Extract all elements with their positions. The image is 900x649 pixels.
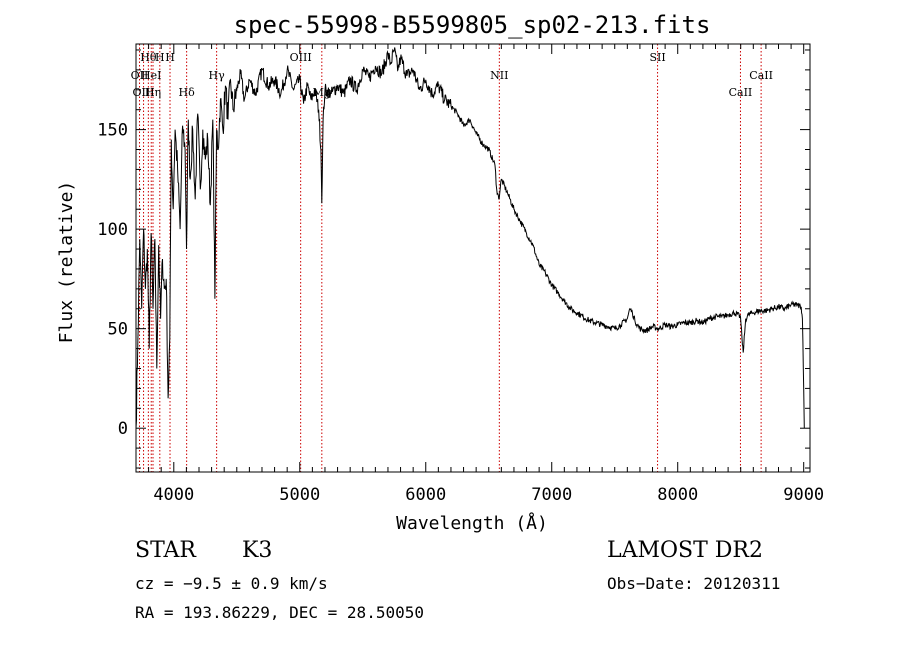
line-labels: Hθ OII OIII H HeI Hη H Hδ Hγ OIII Mg NII SII CaII CaII [131, 51, 773, 99]
line-label-5: Hη [145, 86, 161, 99]
y-tick-label: 0 [118, 419, 128, 439]
x-tick-label: 6000 [405, 485, 446, 505]
object-subclass: K3 [242, 538, 273, 563]
survey-name: LAMOST DR2 [607, 538, 763, 563]
x-axis-label: Wavelength (Å) [396, 512, 548, 534]
chart-title: spec-55998-B5599805_sp02-213.fits [234, 11, 711, 39]
x-tick-label: 9000 [783, 485, 824, 505]
flux-series-line [135, 47, 805, 429]
line-label-8: Hγ [209, 69, 226, 82]
line-label-14: CaII [749, 69, 773, 82]
spectrum-plot: 4000 5000 6000 7000 8000 9000 0 50 100 150 Hθ OII O… [56, 11, 824, 534]
y-tick-label: 100 [97, 220, 128, 240]
axis-ticks: 4000 5000 6000 7000 8000 9000 0 50 100 150 [97, 44, 824, 505]
line-label-11: NII [490, 69, 508, 82]
line-label-1: OII [131, 69, 149, 82]
x-tick-label: 7000 [531, 485, 572, 505]
line-label-12: SII [649, 51, 665, 64]
y-tick-label: 150 [97, 121, 128, 141]
observation-date: Obs−Date: 20120311 [607, 574, 781, 593]
plot-frame [135, 43, 811, 473]
line-label-3: H [155, 51, 165, 64]
line-label-10: Mg [313, 86, 331, 99]
y-tick-label: 50 [108, 320, 128, 340]
coordinates: RA = 193.86229, DEC = 28.50050 [135, 603, 424, 622]
line-label-13: CaII [729, 86, 753, 99]
line-label-6: H [165, 51, 175, 64]
redshift-value: cz = −9.5 ± 0.9 km/s [135, 574, 328, 593]
x-tick-label: 4000 [153, 485, 194, 505]
line-label-7: Hδ [179, 86, 196, 99]
line-label-4: HeI [141, 69, 161, 82]
y-axis-label: Flux (relative) [56, 181, 77, 344]
line-label-9: OIII [290, 51, 312, 64]
x-tick-label: 8000 [657, 485, 698, 505]
line-label-0: Hθ [140, 51, 157, 64]
object-class: STAR [135, 538, 196, 563]
line-label-2: OIII [133, 86, 155, 99]
x-tick-label: 5000 [279, 485, 320, 505]
